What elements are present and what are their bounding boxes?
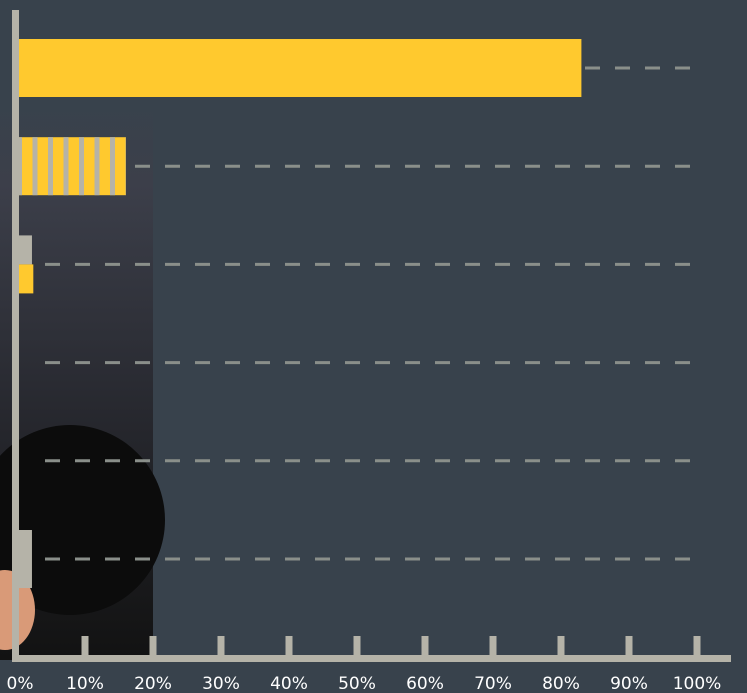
x-tick-label: 70%	[474, 674, 512, 693]
x-tick-label: 40%	[270, 674, 308, 693]
x-tick-label: 0%	[7, 674, 34, 693]
photo-hair	[0, 425, 165, 615]
stripe	[63, 137, 69, 196]
bar	[17, 39, 582, 97]
x-tick	[217, 636, 225, 658]
x-axis	[12, 655, 731, 662]
stripe	[48, 137, 53, 196]
stripe	[32, 137, 38, 196]
x-tick-label: 80%	[542, 674, 580, 693]
x-tick-label: 30%	[202, 674, 240, 693]
bar	[17, 235, 32, 265]
bar	[17, 264, 34, 294]
x-tick-label: 20%	[134, 674, 172, 693]
x-tick-label: 60%	[406, 674, 444, 693]
x-tick	[557, 636, 565, 658]
x-tick	[489, 636, 497, 658]
x-tick	[421, 636, 429, 658]
x-tick-label: 10%	[66, 674, 104, 693]
x-tick-label: 90%	[610, 674, 648, 693]
x-tick-label: 50%	[338, 674, 376, 693]
stripe	[79, 137, 84, 196]
stripe	[17, 137, 22, 196]
x-tick-label: 100%	[673, 674, 722, 693]
x-tick	[81, 636, 89, 658]
x-tick	[285, 636, 293, 658]
stripe	[110, 137, 115, 196]
stripe	[94, 137, 100, 196]
x-tick	[149, 636, 157, 658]
bar	[17, 530, 32, 588]
x-tick	[693, 636, 701, 658]
bar-stripes	[17, 137, 126, 196]
y-axis	[12, 10, 19, 662]
x-tick	[625, 636, 633, 658]
x-tick	[353, 636, 361, 658]
